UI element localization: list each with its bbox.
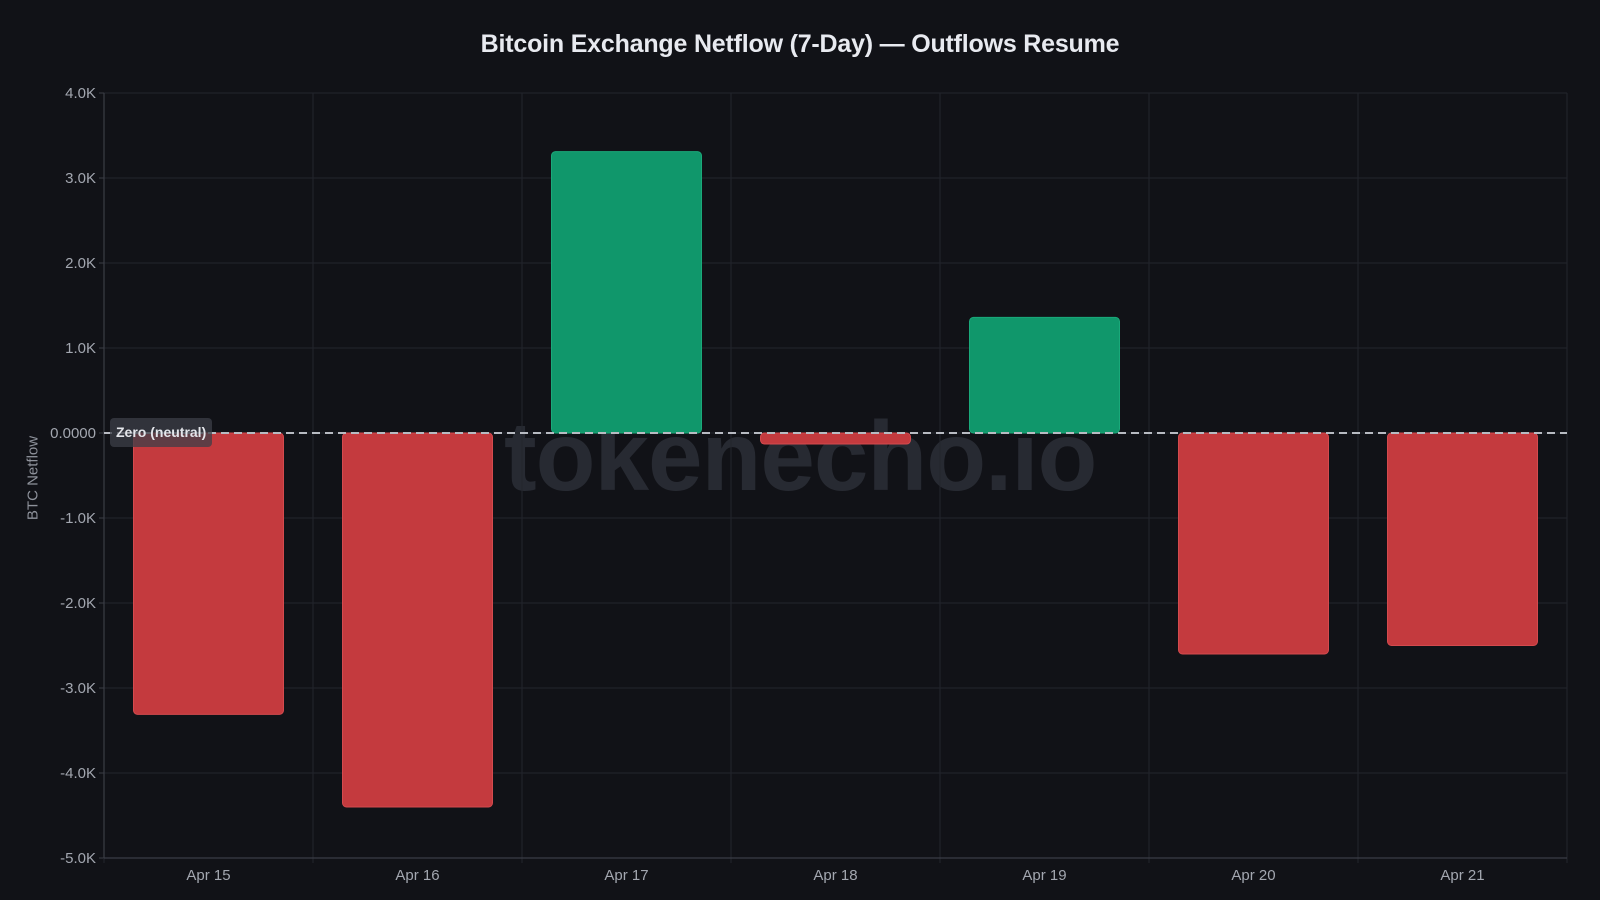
x-tick-label: Apr 18 [813,867,857,884]
y-tick-label: -3.0K [60,680,96,697]
bar-apr-21 [1387,432,1538,646]
bar-apr-15 [133,432,284,715]
x-tick-label: Apr 20 [1231,867,1275,884]
y-tick-label: -1.0K [60,510,96,527]
y-tick-label: 2.0K [65,255,96,272]
chart-title: Bitcoin Exchange Netflow (7-Day) — Outfl… [480,30,1120,58]
x-tick-label: Apr 19 [1022,867,1066,884]
y-tick-label: 3.0K [65,170,96,187]
x-tick-label: Apr 16 [395,867,439,884]
x-tick-label: Apr 17 [604,867,648,884]
y-tick-label: 1.0K [65,340,96,357]
zero-line-label: Zero (neutral) [110,418,213,447]
y-axis-label: BTC Netflow [24,435,42,521]
bar-apr-18 [760,432,911,445]
bar-apr-19 [969,316,1120,434]
bar-apr-17 [551,151,702,434]
y-tick-label: -5.0K [60,850,96,867]
y-tick-label: -4.0K [60,765,96,782]
bar-apr-16 [342,432,493,808]
y-tick-label: 0.0000 [50,425,96,442]
y-tick-label: 4.0K [65,85,96,102]
bar-apr-20 [1178,432,1329,655]
x-tick-label: Apr 15 [186,867,230,884]
x-tick-label: Apr 21 [1440,867,1484,884]
y-tick-label: -2.0K [60,595,96,612]
